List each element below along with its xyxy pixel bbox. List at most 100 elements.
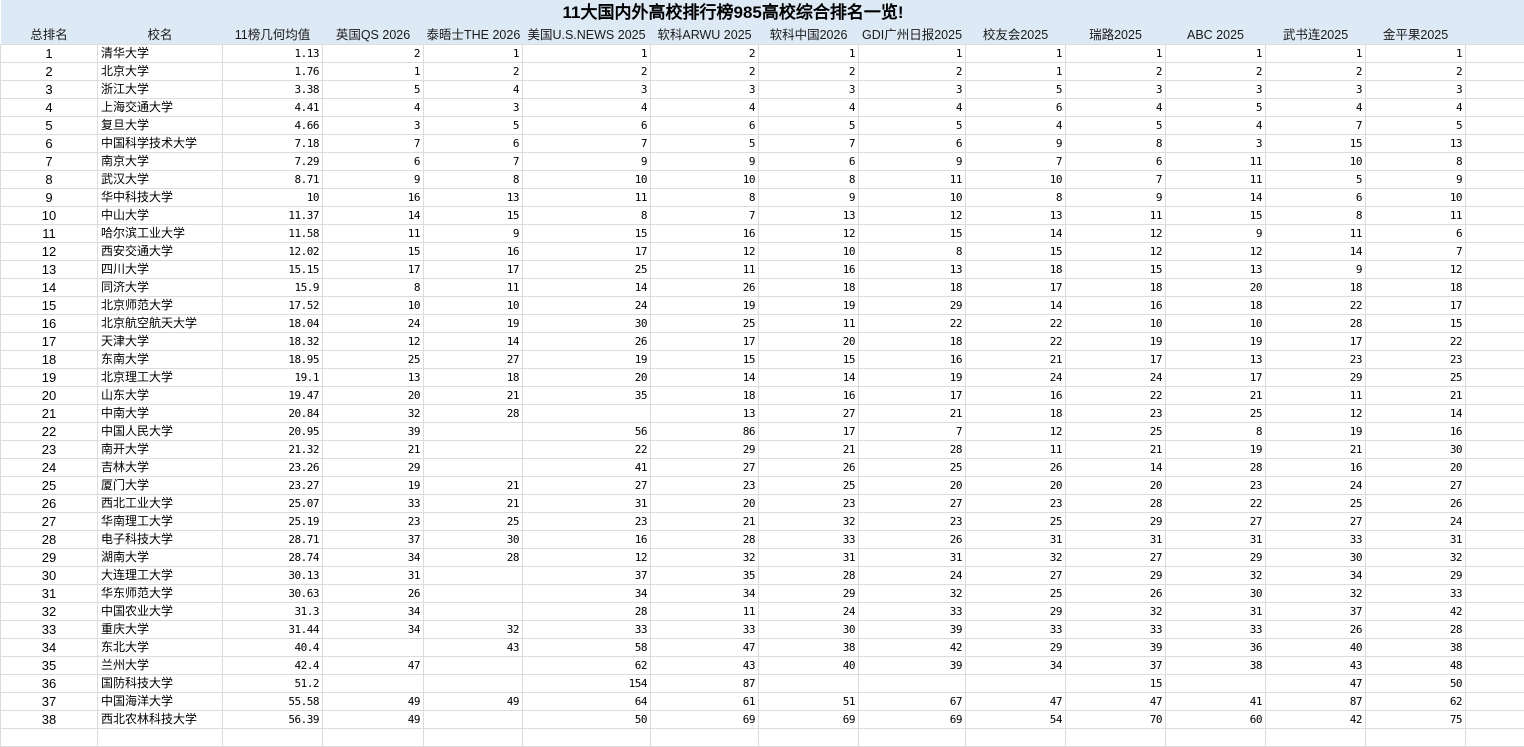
value-cell[interactable]: 15 xyxy=(323,243,424,261)
empty-cell[interactable] xyxy=(1466,333,1524,351)
value-cell[interactable]: 11 xyxy=(1266,387,1366,405)
empty-cell[interactable] xyxy=(1466,0,1524,26)
value-cell[interactable]: 10 xyxy=(523,171,651,189)
value-cell[interactable]: 25 xyxy=(1366,369,1466,387)
value-cell[interactable]: 21 xyxy=(1366,387,1466,405)
school-name-cell[interactable]: 西安交通大学 xyxy=(98,243,223,261)
value-cell[interactable]: 9 xyxy=(1166,225,1266,243)
value-cell[interactable]: 6 xyxy=(1066,153,1166,171)
value-cell[interactable]: 24 xyxy=(1266,477,1366,495)
value-cell[interactable]: 154 xyxy=(523,675,651,693)
value-cell[interactable]: 32 xyxy=(966,549,1066,567)
value-cell[interactable]: 28 xyxy=(424,405,523,423)
value-cell[interactable]: 28 xyxy=(1066,495,1166,513)
value-cell[interactable]: 29 xyxy=(859,297,966,315)
empty-cell[interactable] xyxy=(1466,45,1524,63)
value-cell[interactable]: 18 xyxy=(759,279,859,297)
value-cell[interactable]: 26 xyxy=(523,333,651,351)
rank-cell[interactable]: 1 xyxy=(1,45,98,63)
value-cell[interactable] xyxy=(424,603,523,621)
rank-cell[interactable]: 28 xyxy=(1,531,98,549)
value-cell[interactable]: 11 xyxy=(523,189,651,207)
value-cell[interactable]: 7 xyxy=(1366,243,1466,261)
value-cell[interactable]: 11 xyxy=(1266,225,1366,243)
school-name-cell[interactable]: 东南大学 xyxy=(98,351,223,369)
value-cell[interactable]: 29 xyxy=(966,639,1066,657)
value-cell[interactable]: 10 xyxy=(859,189,966,207)
value-cell[interactable]: 8 xyxy=(1166,423,1266,441)
value-cell[interactable]: 17 xyxy=(651,333,759,351)
value-cell[interactable]: 31 xyxy=(523,495,651,513)
value-cell[interactable]: 33 xyxy=(859,603,966,621)
value-cell[interactable] xyxy=(424,441,523,459)
value-cell[interactable]: 21 xyxy=(1166,387,1266,405)
empty-cell[interactable] xyxy=(1466,207,1524,225)
value-cell[interactable]: 31 xyxy=(1166,531,1266,549)
value-cell[interactable]: 25.19 xyxy=(223,513,323,531)
value-cell[interactable]: 9 xyxy=(523,153,651,171)
rank-cell[interactable]: 25 xyxy=(1,477,98,495)
value-cell[interactable]: 15 xyxy=(1066,261,1166,279)
empty-cell[interactable] xyxy=(1466,603,1524,621)
value-cell[interactable]: 5 xyxy=(1066,117,1166,135)
school-name-cell[interactable]: 中山大学 xyxy=(98,207,223,225)
value-cell[interactable]: 56.39 xyxy=(223,711,323,729)
value-cell[interactable]: 42.4 xyxy=(223,657,323,675)
value-cell[interactable]: 6 xyxy=(323,153,424,171)
value-cell[interactable]: 6 xyxy=(1366,225,1466,243)
value-cell[interactable]: 21 xyxy=(759,441,859,459)
value-cell[interactable]: 14 xyxy=(651,369,759,387)
value-cell[interactable]: 12 xyxy=(323,333,424,351)
value-cell[interactable]: 36 xyxy=(1166,639,1266,657)
school-name-cell[interactable]: 中国农业大学 xyxy=(98,603,223,621)
value-cell[interactable]: 70 xyxy=(1066,711,1166,729)
value-cell[interactable]: 3 xyxy=(523,81,651,99)
value-cell[interactable]: 18 xyxy=(1166,297,1266,315)
value-cell[interactable]: 32 xyxy=(651,549,759,567)
school-name-cell[interactable]: 中国人民大学 xyxy=(98,423,223,441)
value-cell[interactable]: 3 xyxy=(1166,81,1266,99)
value-cell[interactable]: 28.74 xyxy=(223,549,323,567)
value-cell[interactable]: 25 xyxy=(1266,495,1366,513)
value-cell[interactable]: 1 xyxy=(966,45,1066,63)
value-cell[interactable]: 29 xyxy=(1066,567,1166,585)
value-cell[interactable]: 4 xyxy=(966,117,1066,135)
value-cell[interactable]: 69 xyxy=(759,711,859,729)
school-name-cell[interactable]: 北京师范大学 xyxy=(98,297,223,315)
value-cell[interactable]: 22 xyxy=(859,315,966,333)
value-cell[interactable]: 24 xyxy=(759,603,859,621)
value-cell[interactable]: 67 xyxy=(859,693,966,711)
value-cell[interactable]: 8 xyxy=(1266,207,1366,225)
value-cell[interactable]: 17 xyxy=(759,423,859,441)
school-name-cell[interactable]: 西北农林科技大学 xyxy=(98,711,223,729)
value-cell[interactable]: 27 xyxy=(424,351,523,369)
value-cell[interactable]: 27 xyxy=(759,405,859,423)
value-cell[interactable]: 23 xyxy=(1266,351,1366,369)
value-cell[interactable]: 12 xyxy=(1066,243,1166,261)
value-cell[interactable]: 4 xyxy=(523,99,651,117)
value-cell[interactable]: 10 xyxy=(759,243,859,261)
value-cell[interactable] xyxy=(323,675,424,693)
school-name-cell[interactable]: 厦门大学 xyxy=(98,477,223,495)
column-header[interactable]: 英国QS 2026 xyxy=(323,26,424,45)
value-cell[interactable]: 38 xyxy=(759,639,859,657)
empty-cell[interactable] xyxy=(1466,441,1524,459)
rank-cell[interactable]: 38 xyxy=(1,711,98,729)
value-cell[interactable]: 9 xyxy=(424,225,523,243)
value-cell[interactable]: 23 xyxy=(1166,477,1266,495)
value-cell[interactable]: 47 xyxy=(1066,693,1166,711)
value-cell[interactable]: 11 xyxy=(759,315,859,333)
value-cell[interactable]: 33 xyxy=(1366,585,1466,603)
value-cell[interactable]: 40 xyxy=(1266,639,1366,657)
value-cell[interactable]: 49 xyxy=(323,693,424,711)
value-cell[interactable]: 31.3 xyxy=(223,603,323,621)
empty-cell[interactable] xyxy=(1466,693,1524,711)
value-cell[interactable]: 47 xyxy=(1266,675,1366,693)
value-cell[interactable]: 5 xyxy=(966,81,1066,99)
value-cell[interactable]: 7 xyxy=(859,423,966,441)
value-cell[interactable]: 1.76 xyxy=(223,63,323,81)
value-cell[interactable]: 32 xyxy=(759,513,859,531)
value-cell[interactable]: 28.71 xyxy=(223,531,323,549)
empty-cell[interactable] xyxy=(1466,477,1524,495)
value-cell[interactable]: 20 xyxy=(966,477,1066,495)
